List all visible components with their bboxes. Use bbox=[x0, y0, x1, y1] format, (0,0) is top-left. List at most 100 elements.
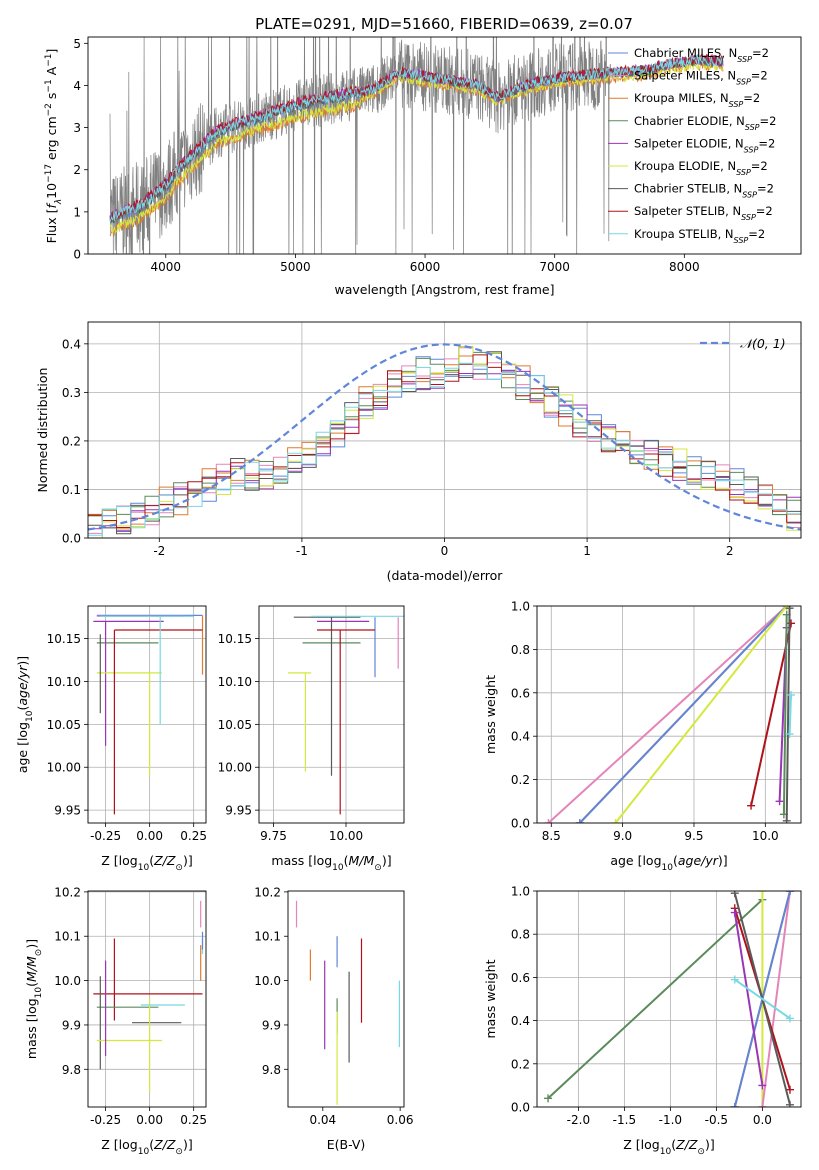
series-line-chabrier_stelib bbox=[785, 608, 791, 821]
axis-label: Z [log10(Z/Z⊙)] bbox=[101, 1137, 192, 1157]
plot-area bbox=[295, 900, 400, 1105]
series-line-chabrier_elodie bbox=[782, 614, 788, 815]
y-tick-label: 10.1 bbox=[54, 930, 81, 944]
series-line-salpeter_elodie bbox=[733, 912, 764, 1086]
x-tick-label: 7000 bbox=[539, 260, 570, 274]
series-line-salpeter_stelib bbox=[750, 623, 792, 806]
x-tick-label: 10.00 bbox=[329, 829, 363, 843]
figure-title: PLATE=0291, MJD=51660, FIBERID=0639, z=0… bbox=[255, 15, 633, 33]
x-tick-label: 0.06 bbox=[387, 1113, 414, 1127]
legend-entry: Chabrier STELIB, NSSP=2 bbox=[634, 182, 774, 200]
axes-frame bbox=[536, 605, 802, 824]
y-tick-label: 0.2 bbox=[62, 434, 81, 448]
y-tick-label: 0.0 bbox=[511, 1101, 530, 1115]
marker-chabrier_stelib bbox=[730, 891, 739, 898]
y-tick-label: 0.2 bbox=[511, 773, 530, 787]
model-spectrum-kroupa_stelib bbox=[109, 55, 723, 223]
plot-area bbox=[544, 606, 796, 823]
axis-label: mass weight bbox=[483, 675, 498, 754]
marker-chabrier_miles bbox=[575, 819, 584, 823]
y-tick-label: 0.8 bbox=[511, 643, 530, 657]
y-tick-label: 0.6 bbox=[511, 971, 530, 985]
legend-entry: 𝒩(0, 1) bbox=[740, 336, 786, 351]
marker-salpeter_elodie bbox=[758, 1081, 767, 1090]
legend-entry: Chabrier ELODIE, NSSP=2 bbox=[634, 114, 776, 132]
axis-label: (data-model)/error bbox=[387, 568, 504, 583]
x-tick-label: 2 bbox=[726, 544, 734, 558]
y-tick-label: 10.00 bbox=[218, 761, 252, 775]
axis-label: age [log10(age/yr)] bbox=[15, 656, 35, 773]
marker-salpeter_stelib bbox=[747, 801, 756, 810]
y-tick-label: 10.15 bbox=[218, 632, 252, 646]
x-tick-label: 10.0 bbox=[752, 829, 779, 843]
y-tick-label: 10.0 bbox=[54, 974, 81, 988]
legend-entry: Salpeter ELODIE, NSSP=2 bbox=[634, 136, 775, 154]
marker-salpeter_elodie bbox=[730, 908, 739, 917]
series-line-salpeter_miles bbox=[547, 606, 788, 823]
marker-kroupa_stelib bbox=[787, 690, 796, 699]
marker-salpeter_stelib bbox=[785, 1085, 794, 1094]
y-tick-label: 10.15 bbox=[47, 632, 81, 646]
histogram-kroupa_stelib bbox=[88, 362, 801, 536]
x-tick-label: 0.04 bbox=[309, 1113, 336, 1127]
y-tick-label: 10.10 bbox=[218, 675, 252, 689]
x-tick-label: 9.5 bbox=[684, 829, 703, 843]
x-tick-label: 8000 bbox=[669, 260, 700, 274]
marker-kroupa_stelib bbox=[785, 1014, 794, 1023]
x-tick-label: 0.25 bbox=[180, 1113, 207, 1127]
y-tick-label: 0.0 bbox=[62, 532, 81, 546]
y-tick-label: 10.00 bbox=[47, 761, 81, 775]
axes-frame bbox=[536, 890, 802, 1108]
marker-chabrier_stelib bbox=[785, 1100, 794, 1107]
axes-frame bbox=[87, 321, 802, 539]
x-tick-label: 5000 bbox=[280, 260, 311, 274]
marker-kroupa_elodie bbox=[758, 891, 767, 895]
series-line-kroupa_elodie bbox=[614, 606, 788, 823]
axis-label: Normed distribution bbox=[35, 368, 50, 493]
panel-residuals: -2 -1 0 1 2 0.0 0.1 0.2 0.3 0.4 (data-model)/error… bbox=[35, 321, 802, 583]
x-tick-label: -1.5 bbox=[613, 1113, 636, 1127]
y-tick-label: 4 bbox=[73, 79, 81, 93]
y-tick-label: 2 bbox=[73, 163, 81, 177]
panel-mass-vs-Z: -0.25 0.00 0.25 9.8 9.9 10.0 10.1 10.2 Z [log10(… bbox=[24, 885, 207, 1157]
y-tick-label: 10.1 bbox=[254, 930, 281, 944]
y-tick-label: 1 bbox=[73, 205, 81, 219]
observed-spectrum bbox=[109, 37, 724, 254]
marker-salpeter_elodie bbox=[775, 797, 784, 806]
axis-label: wavelength [Angstrom, rest frame] bbox=[334, 282, 554, 297]
plot-area bbox=[93, 614, 204, 815]
marker-chabrier_stelib bbox=[785, 606, 794, 613]
axis-label: age [log10(age/yr)] bbox=[610, 853, 727, 873]
axis-label: Z [log10(Z/Z⊙)] bbox=[623, 1137, 714, 1157]
series-line-kroupa_stelib bbox=[788, 694, 792, 735]
plot-area bbox=[88, 343, 801, 538]
x-tick-label: -2.0 bbox=[567, 1113, 590, 1127]
y-tick-label: 10.0 bbox=[254, 974, 281, 988]
y-tick-label: 10.2 bbox=[254, 885, 281, 899]
y-tick-label: 9.95 bbox=[54, 804, 81, 818]
x-tick-label: 0.0 bbox=[753, 1113, 772, 1127]
plots: 4000 5000 6000 7000 8000 0 1 2 3 4 5 wavelength [An… bbox=[15, 36, 802, 1157]
legend-entry: Salpeter STELIB, NSSP=2 bbox=[634, 204, 773, 222]
legend-entry: Kroupa STELIB, NSSP=2 bbox=[634, 227, 765, 245]
legend-entry: Kroupa ELODIE, NSSP=2 bbox=[634, 159, 768, 177]
model-spectrum-salpeter_stelib bbox=[109, 53, 724, 221]
marker-salpeter_miles bbox=[544, 819, 553, 823]
y-tick-label: 9.8 bbox=[62, 1063, 81, 1077]
x-tick-label: 9.75 bbox=[260, 829, 287, 843]
y-tick-label: 0.1 bbox=[62, 483, 81, 497]
y-tick-label: 0.8 bbox=[511, 928, 530, 942]
histogram-chabrier_elodie bbox=[88, 346, 801, 518]
axes-frame bbox=[87, 605, 207, 824]
plot-area bbox=[93, 900, 204, 1092]
axes-frame bbox=[287, 890, 405, 1108]
y-tick-label: 10.10 bbox=[47, 675, 81, 689]
axes-frame bbox=[87, 36, 802, 255]
series-line-salpeter_miles bbox=[761, 891, 791, 1107]
x-tick-label: 0 bbox=[441, 544, 449, 558]
x-tick-label: -0.25 bbox=[90, 829, 121, 843]
y-tick-label: 5 bbox=[73, 37, 81, 51]
plot-area bbox=[544, 891, 794, 1107]
legend-entry: Salpeter MILES, NSSP=2 bbox=[634, 69, 768, 87]
